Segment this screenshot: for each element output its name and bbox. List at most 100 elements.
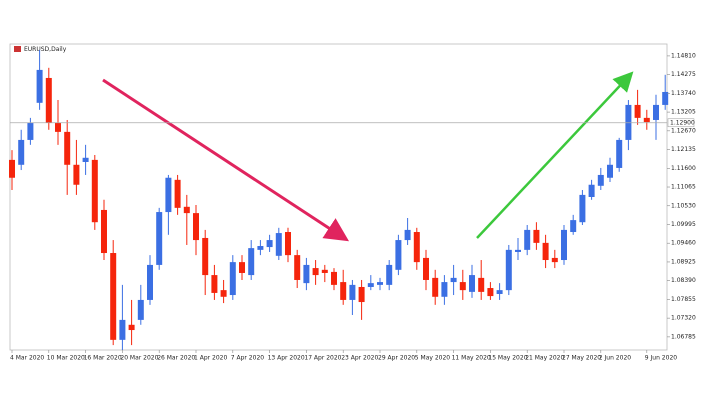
y-tick-label: 1.07855 <box>671 296 696 303</box>
candle-body <box>229 262 236 296</box>
price-label: 1.12900 <box>670 119 695 126</box>
x-tick-label: 2 Jun 2020 <box>599 355 631 362</box>
y-tick-label: 1.12135 <box>671 146 696 153</box>
candle-body <box>505 249 512 291</box>
candle-body <box>128 324 135 331</box>
x-tick-label: 4 Mar 2020 <box>10 355 44 362</box>
candle-body <box>239 262 245 273</box>
candle-body <box>285 232 291 256</box>
x-tick-label: 10 Mar 2020 <box>47 355 85 362</box>
candle-body <box>331 271 337 285</box>
plot-frame <box>9 43 668 351</box>
candle-body <box>349 284 356 300</box>
price-label-box <box>667 118 695 128</box>
symbol-icon <box>14 46 21 52</box>
candle-body <box>515 249 521 252</box>
candle-body <box>625 104 632 140</box>
candle-body <box>395 240 402 270</box>
candle-body <box>248 248 255 276</box>
candle-body <box>137 299 144 320</box>
candle-body <box>183 206 190 214</box>
x-tick-label: 17 Apr 2020 <box>304 355 341 362</box>
y-tick-label: 1.08390 <box>671 277 696 284</box>
candle-body <box>119 319 126 340</box>
x-tick-label: 23 Apr 2020 <box>341 355 378 362</box>
candle-body <box>643 117 650 123</box>
candle-body <box>469 275 475 292</box>
candle-body <box>607 164 613 178</box>
candle-body <box>156 212 163 265</box>
candle-body <box>634 104 641 118</box>
candle-body <box>579 194 586 223</box>
candle-body <box>386 264 393 285</box>
y-tick-label: 1.13740 <box>671 90 696 97</box>
candle-body <box>312 268 319 276</box>
candle-body <box>340 282 347 300</box>
candle-body <box>561 229 567 261</box>
candle-body <box>9 159 15 178</box>
y-tick-label: 1.14810 <box>671 52 696 59</box>
x-tick-label: 5 May 2020 <box>415 355 450 362</box>
candle-body <box>211 275 218 293</box>
candle-body <box>266 240 273 248</box>
candle-body <box>55 122 61 132</box>
candle-body <box>487 288 494 297</box>
candle-body <box>303 264 310 284</box>
y-tick-label: 1.06785 <box>671 333 696 340</box>
candle-body <box>321 269 328 273</box>
candle-body <box>588 184 595 197</box>
candle-body <box>377 282 383 285</box>
candle-body <box>73 164 80 185</box>
chart-title: EURUSD,Daily <box>24 46 67 53</box>
candle-body <box>496 290 503 294</box>
candle-body <box>220 290 227 297</box>
candles <box>9 49 669 350</box>
x-tick-label: 20 Mar 2020 <box>120 355 158 362</box>
x-tick-label: 7 Apr 2020 <box>231 355 264 362</box>
candle-body <box>441 282 448 297</box>
x-tick-label: 13 Apr 2020 <box>268 355 305 362</box>
candle-body <box>36 69 43 103</box>
y-tick-label: 1.11065 <box>671 184 696 191</box>
candle-body <box>165 177 172 213</box>
candle-body <box>653 104 659 120</box>
y-tick-label: 1.11600 <box>671 165 696 172</box>
x-tick-label: 21 May 2020 <box>525 355 564 362</box>
candle-body <box>367 283 374 287</box>
candle-body <box>257 246 264 250</box>
candle-body <box>404 229 411 241</box>
candle-body <box>193 213 199 241</box>
candle-body <box>524 229 531 250</box>
candle-body <box>478 277 485 292</box>
candle-body <box>275 233 282 256</box>
x-tick-label: 15 May 2020 <box>488 355 527 362</box>
candle-body <box>533 229 540 243</box>
candle-body <box>27 122 34 140</box>
y-tick-label: 1.12670 <box>671 127 696 134</box>
candle-body <box>101 209 107 254</box>
y-tick-label: 1.09460 <box>671 240 696 247</box>
candle-body <box>82 157 89 162</box>
candle-body <box>551 257 558 263</box>
y-tick-label: 1.14275 <box>671 71 696 78</box>
x-tick-label: 26 Mar 2020 <box>157 355 195 362</box>
candle-body <box>202 237 209 276</box>
candle-body <box>110 253 117 340</box>
y-tick-label: 1.10530 <box>671 202 696 209</box>
x-tick-label: 9 Jun 2020 <box>645 355 677 362</box>
candle-body <box>542 242 549 261</box>
candle-body <box>662 91 669 105</box>
candle-body <box>45 77 52 123</box>
downtrend-arrow <box>102 78 350 242</box>
candle-body <box>18 139 25 165</box>
candle-body <box>91 159 98 223</box>
candle-body <box>294 255 301 280</box>
candle-body <box>450 277 457 283</box>
candle-body <box>423 257 429 280</box>
x-tick-label: 1 Apr 2020 <box>194 355 227 362</box>
candle-body <box>174 179 181 208</box>
x-tick-label: 29 Apr 2020 <box>378 355 415 362</box>
y-tick-label: 1.08925 <box>671 258 696 265</box>
candle-body <box>358 286 365 303</box>
